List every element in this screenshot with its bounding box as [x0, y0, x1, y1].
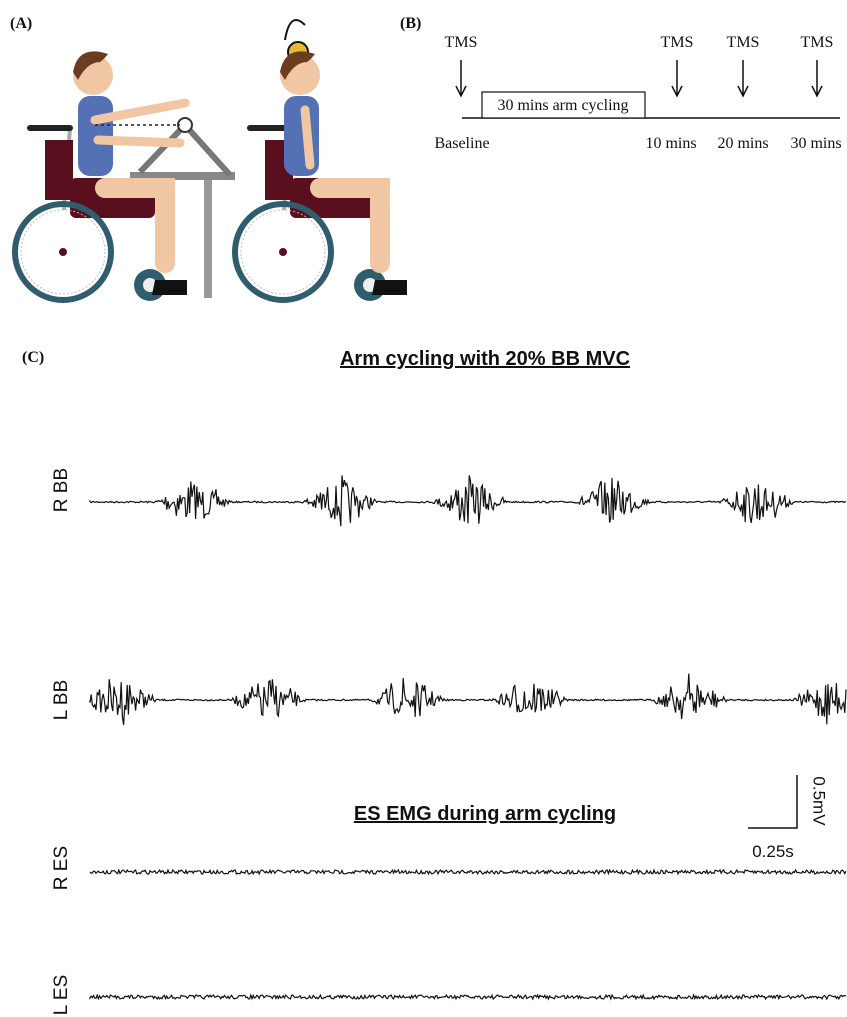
trace-label: R BB: [51, 468, 72, 512]
trace-label: L BB: [51, 680, 72, 721]
panel-label: (C): [22, 349, 44, 366]
time-label: 0.25s: [752, 842, 794, 861]
figure: (A): [0, 0, 847, 1017]
arrow: [672, 60, 682, 96]
arrow: [738, 60, 748, 96]
timepoint-label: 30 mins: [790, 135, 841, 152]
emg-trace: [90, 995, 846, 999]
illustration-cycling: [15, 51, 235, 301]
tms-label: TMS: [445, 34, 478, 51]
emg-trace: [90, 870, 846, 874]
intervention-label: 30 mins arm cycling: [497, 97, 628, 114]
tms-label: TMS: [661, 34, 694, 51]
tms-label: TMS: [727, 34, 760, 51]
panel-label: (A): [10, 15, 32, 32]
emg-trace: [90, 475, 846, 526]
arrow: [812, 60, 822, 96]
emg-traces: R BB L BB R ES L ES: [51, 468, 846, 1015]
scale-bar: 0.5mV 0.25s: [748, 775, 829, 861]
panel-label: (B): [400, 15, 421, 32]
panel-subtitle: ES EMG during arm cycling: [354, 803, 616, 825]
amplitude-label: 0.5mV: [810, 776, 829, 826]
timepoint-label: Baseline: [434, 135, 489, 152]
trace-label: R ES: [51, 846, 72, 890]
timepoint-label: 10 mins: [645, 135, 696, 152]
illustration-seated: [235, 20, 407, 301]
arrow: [456, 60, 466, 96]
timepoint-label: 20 mins: [717, 135, 768, 152]
panel-title: Arm cycling with 20% BB MVC: [340, 348, 630, 370]
trace-label: L ES: [51, 975, 72, 1016]
emg-trace: [90, 674, 846, 725]
tms-label: TMS: [801, 34, 834, 51]
